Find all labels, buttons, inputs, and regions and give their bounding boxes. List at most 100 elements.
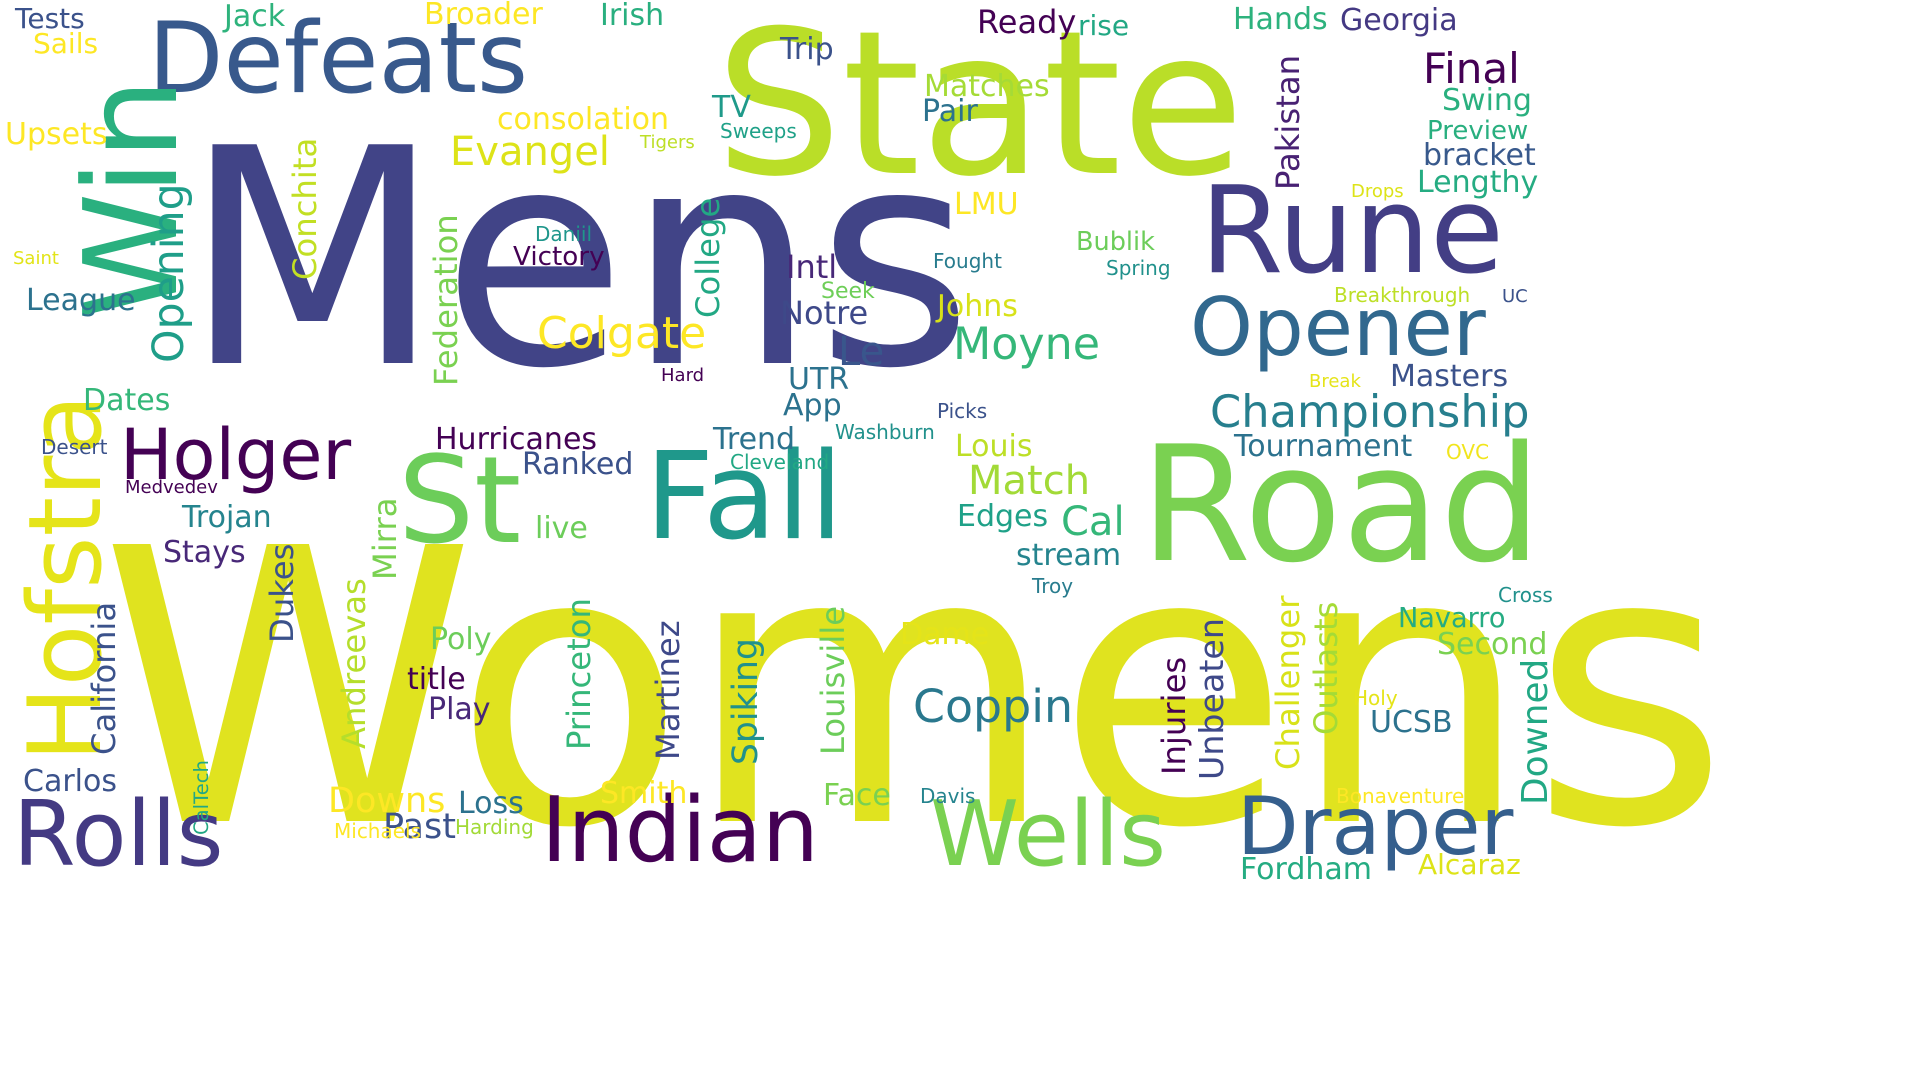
word-trend: Trend [713,422,796,457]
word-notre: Notre [780,294,869,332]
word-sails: Sails [33,27,99,60]
word-outlasts: Outlasts [1307,601,1345,735]
word-college: College [689,197,727,318]
word-desert: Desert [41,435,108,459]
word-mirra: Mirra [366,497,404,581]
word-evangel: Evangel [450,129,610,175]
word-pakistan: Pakistan [1269,54,1307,190]
word-upsets: Upsets [5,117,108,152]
word-tests: Tests [15,2,85,35]
word-lmu: LMU [954,187,1019,222]
word-league: League [26,283,136,318]
word-draper: Draper [1237,780,1514,873]
word-break: Break [1309,371,1361,392]
word-martinez: Martinez [649,620,687,760]
word-tigers: Tigers [640,132,695,153]
word-dame: Dame [900,617,990,652]
word-louis: Louis [955,429,1033,464]
word-loss: Loss [458,786,524,821]
word-challenger: Challenger [1269,595,1307,771]
word-st: St [398,432,522,571]
word-pair: Pair [922,94,978,129]
word-picks: Picks [937,399,988,423]
word-broader: Broader [424,0,543,32]
word-defeats: Defeats [148,2,529,116]
word-ucsb: UCSB [1370,705,1453,740]
word-dates: Dates [83,383,171,418]
word-victory: Victory [513,242,605,272]
word-injuries: Injuries [1155,656,1193,775]
word-conchita: Conchita [286,137,324,280]
word-rolls: Rolls [13,782,224,887]
word-seek: Seek [821,279,875,304]
word-match: Match [968,458,1091,504]
word-edges: Edges [957,499,1049,534]
word-hands: Hands [1233,2,1328,37]
word-final: Final [1423,44,1520,93]
word-title: title [407,662,466,697]
word-road: Road [1140,411,1542,598]
word-carlos: Carlos [23,764,117,799]
word-masters: Masters [1390,359,1509,394]
word-downed: Downed [1515,658,1556,805]
word-irish: Irish [600,0,665,33]
word-indian: Indian [541,778,819,883]
word-wells: Wells [930,782,1166,887]
word-trojan: Trojan [182,500,272,535]
word-medvedev: Medvedev [125,477,218,498]
word-california: California [85,601,123,755]
word-cleveland: Cleveland [730,450,830,474]
word-georgia: Georgia [1340,3,1458,38]
word-breakthrough: Breakthrough [1334,283,1471,307]
word-alcaraz: Alcaraz [1418,848,1521,881]
word-rune: Rune [1200,162,1504,301]
word-intl: Intl [786,248,838,286]
word-daniil: Daniil [535,222,593,246]
word-harding: Harding [455,815,534,839]
word-play: Play [428,692,491,727]
word-hurricanes: Hurricanes [435,422,598,457]
word-fall: Fall [645,428,844,567]
word-fordham: Fordham [1240,852,1373,887]
word-matches: Matches [924,69,1050,104]
word-saint: Saint [13,248,59,269]
word-hard: Hard [661,365,705,386]
word-cross: Cross [1498,583,1553,607]
word-preview: Preview [1427,116,1529,146]
word-smith: Smith [600,776,688,811]
word-womens: Womens [100,468,1729,911]
word-uc: UC [1502,286,1528,307]
word-bracket: bracket [1423,138,1536,173]
word-live: live [535,511,588,546]
word-michaels: Michaels [334,819,422,843]
word-louisville: Louisville [814,605,852,755]
word-johns: Johns [937,289,1018,324]
word-andreevas: Andreevas [335,578,373,749]
word-lengthy: Lengthy [1417,165,1539,200]
word-opening: Opening [144,183,194,363]
word-colgate: Colgate [537,308,707,359]
word-le: Le [838,329,885,375]
word-mens: Mens [183,85,973,434]
word-ready: Ready [977,3,1077,41]
word-tv: TV [712,90,751,125]
word-unbeaten: Unbeaten [1192,618,1231,780]
word-dukes: Dukes [263,543,301,643]
word-bublik: Bublik [1076,227,1155,257]
word-ranked: Ranked [522,447,634,482]
word-trip: Trip [780,32,834,67]
word-swing: Swing [1442,83,1532,118]
word-past: Past [383,807,456,847]
word-state: State [715,0,1245,221]
word-washburn: Washburn [835,420,935,444]
word-drops: Drops [1351,181,1404,202]
word-spiking: Spiking [726,638,766,765]
word-poly: Poly [430,622,492,657]
word-face: Face [823,778,891,813]
word-stays: Stays [163,535,246,570]
word-cal: Cal [1061,499,1125,545]
word-bonaventure: Bonaventure [1336,784,1465,808]
word-utr: UTR [788,362,850,397]
word-federation: Federation [427,214,465,386]
word-sweeps: Sweeps [720,119,797,143]
